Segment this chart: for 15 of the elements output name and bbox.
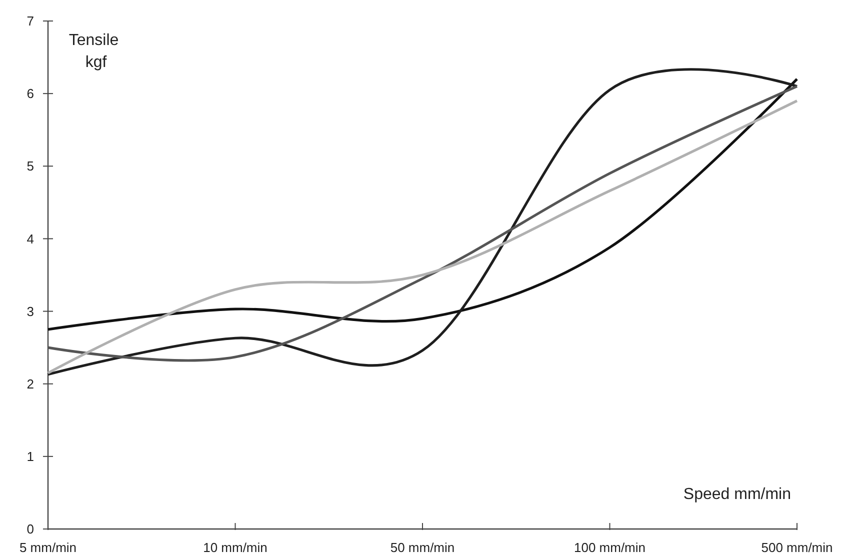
y-tick-label: 0 [26, 522, 34, 537]
x-tick-label: 500 mm/min [761, 540, 833, 555]
x-tick-label: 100 mm/min [574, 540, 646, 555]
x-tick-label: 5 mm/min [19, 540, 77, 555]
x-tick-label: 50 mm/min [390, 540, 455, 555]
y-tick-label: 1 [26, 448, 34, 464]
y-tick-label: 2 [26, 376, 34, 392]
x-axis-title: Speed mm/min [683, 486, 791, 503]
y-axis-title: Tensile kgf [68, 32, 124, 71]
y-tick-label: 7 [26, 14, 34, 29]
y-tick-label: 3 [26, 304, 34, 319]
y-tick-label: 6 [26, 86, 34, 102]
x-tick-label: 10 mm/min [203, 540, 268, 555]
y-tick-label: 4 [26, 231, 34, 246]
y-tick-label: 5 [26, 158, 34, 174]
